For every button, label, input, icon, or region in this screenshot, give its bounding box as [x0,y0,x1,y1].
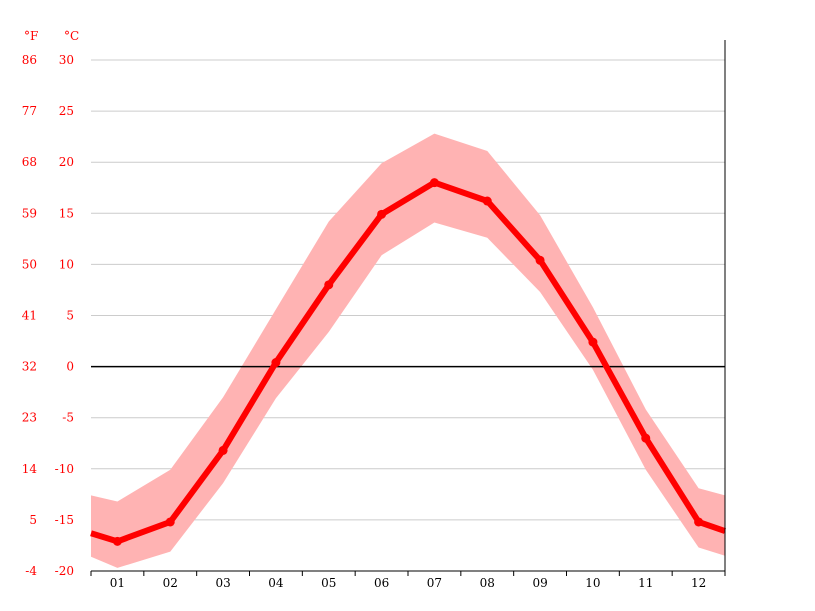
y-axis-labels: °F °C 30 86 25 77 20 68 15 59 10 50 5 41 0 32 -5 23 -10 1… [22,29,79,578]
y-tick-label-f: 14 [22,462,38,476]
y-tick-label-f: 5 [29,513,37,527]
x-tick-label: 04 [268,576,284,590]
x-tick-label: 09 [532,576,547,590]
y-tick-label-f: 77 [22,104,37,118]
x-tick-label: 06 [374,576,389,590]
mean-point [641,433,651,443]
mean-temperature-series [90,178,726,546]
y-tick-label-c: 10 [59,257,74,271]
y-tick-label-c: -5 [62,411,74,425]
mean-point [218,445,228,455]
mean-point [377,209,387,219]
axes [90,40,726,576]
unit-label-c: °C [64,29,79,43]
y-tick-label-f: 59 [22,206,37,220]
y-tick-label-f: 32 [22,360,37,374]
y-tick-label-c: 20 [59,155,74,169]
y-tick-label-c: 5 [66,309,74,323]
y-tick-label-c: 0 [66,360,74,374]
mean-line [90,179,726,545]
x-tick-label: 12 [691,576,706,590]
mean-point [165,517,175,527]
x-tick-label: 10 [585,576,600,590]
unit-label-f: °F [24,29,38,43]
x-tick-label: 01 [110,576,125,590]
x-tick-label: 03 [215,576,230,590]
y-tick-label-f: -4 [25,564,37,578]
x-tick-label: 07 [427,576,442,590]
y-tick-label-c: -15 [55,513,74,527]
x-tick-label: 08 [480,576,495,590]
x-tick-label: 11 [638,576,653,590]
y-tick-label-c: 25 [59,104,74,118]
mean-point [588,337,598,347]
grid-lines [91,59,725,521]
y-tick-label-c: 30 [59,53,74,67]
y-tick-label-f: 50 [22,257,37,271]
mean-point [112,536,122,546]
mean-point [535,255,545,265]
y-tick-label-c: 15 [59,206,74,220]
y-tick-label-f: 86 [22,53,37,67]
mean-point [482,196,492,206]
y-tick-label-f: 41 [22,309,37,323]
x-axis-labels: 01 02 03 04 05 06 07 08 09 10 11 12 [110,576,706,590]
x-tick-label: 05 [321,576,336,590]
mean-point [271,358,281,368]
y-tick-label-f: 68 [22,155,37,169]
y-tick-label-f: 23 [22,411,37,425]
y-tick-label-c: -20 [55,564,74,578]
mean-point [694,517,704,527]
mean-point [429,178,439,188]
x-tick-label: 02 [163,576,178,590]
mean-point [324,280,334,290]
y-tick-label-c: -10 [55,462,74,476]
